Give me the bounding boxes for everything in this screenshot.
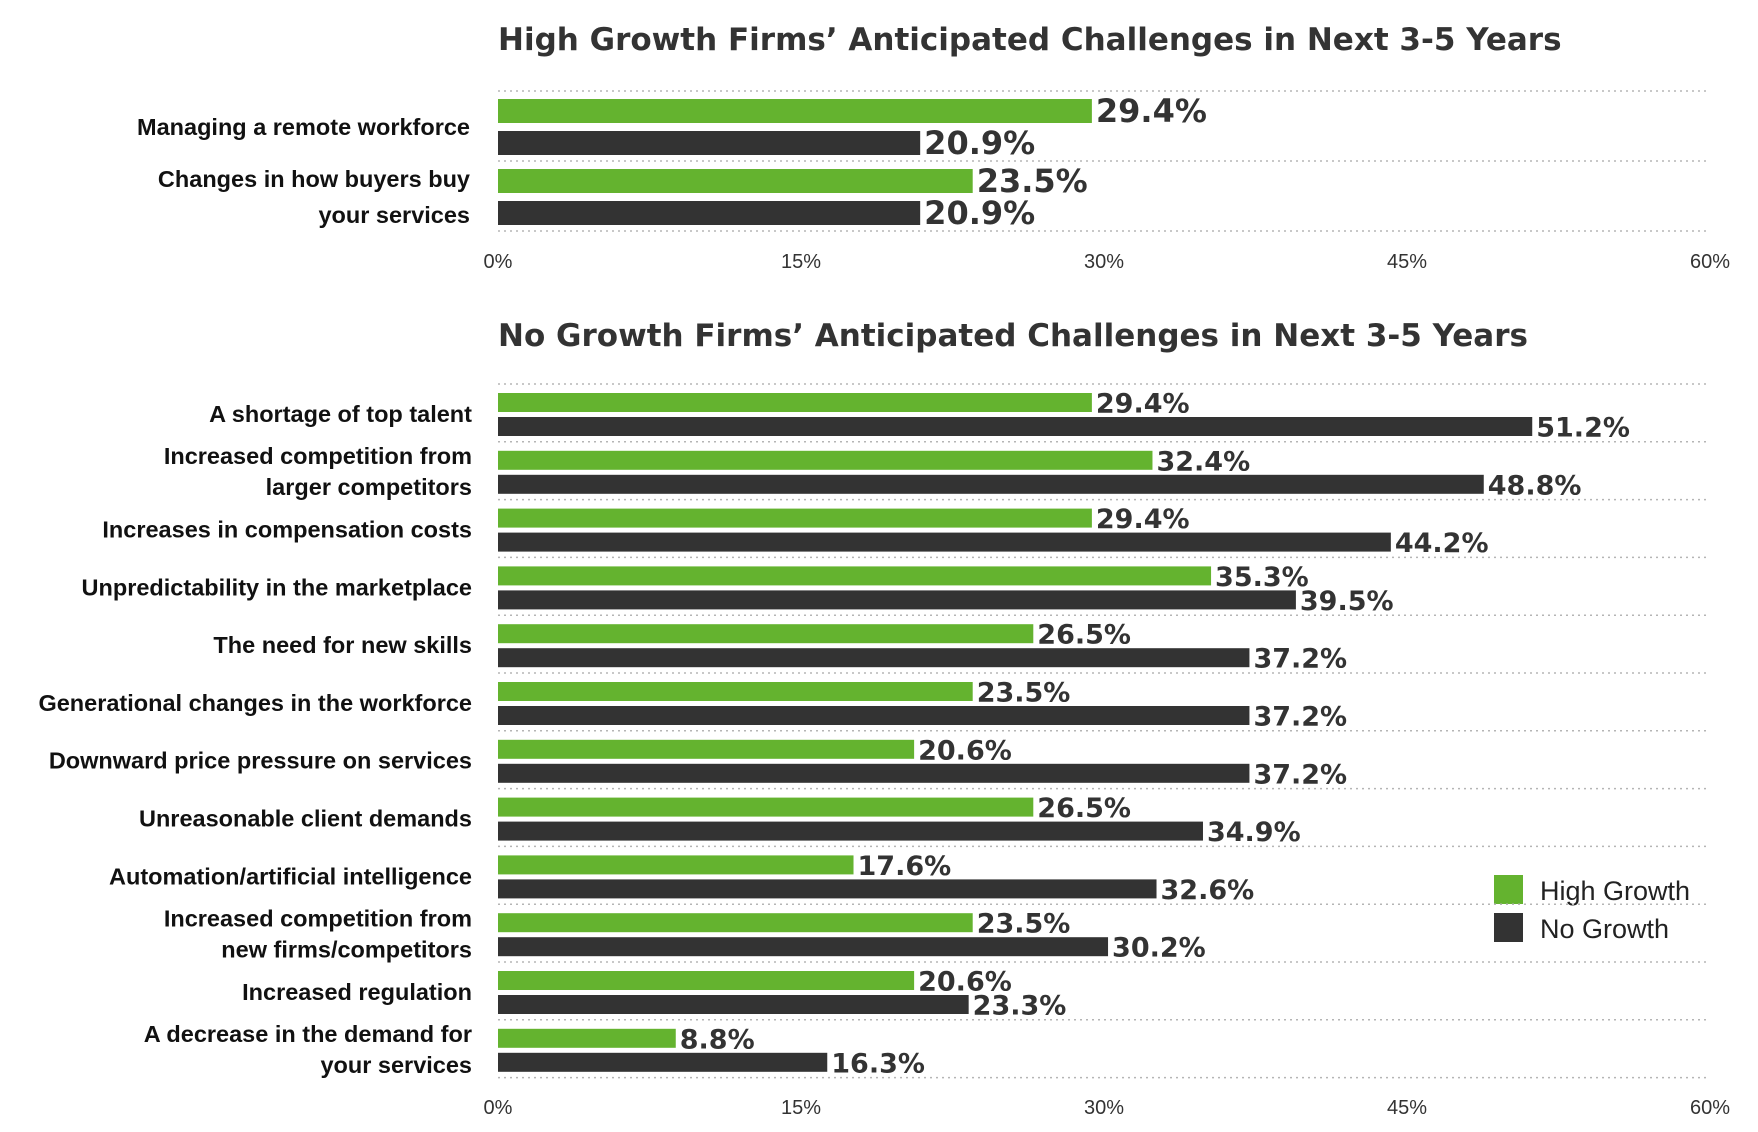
chart-2-value-label-high-growth-a-shortage-of-top-talent: 29.4% bbox=[1096, 389, 1190, 420]
chart-2-bar-high-growth-automation-artificial-intelligence bbox=[498, 855, 854, 875]
chart-2-category-label-increased-competition-from-larger-competitors: Increased competition from larger competi… bbox=[164, 443, 472, 500]
chart-1-bar-no-growth-changes-in-how-buyers-buy-your-services bbox=[498, 201, 921, 225]
chart-2-bar-no-growth-a-decrease-in-the-demand-for-your-services bbox=[498, 1052, 828, 1072]
chart-2-plot: 0% 15% 30% 45% 60% A shortage of top talent 29… bbox=[38, 383, 1730, 1119]
chart-2-x-tick-label: 45% bbox=[1387, 1097, 1427, 1119]
chart-2-bar-high-growth-the-need-for-new-skills bbox=[498, 624, 1034, 644]
chart-1-bar-no-growth-managing-a-remote-workforce bbox=[498, 131, 921, 155]
chart-2-value-label-no-growth-increases-in-compensation-costs: 44.2% bbox=[1395, 528, 1489, 559]
chart-2-bar-no-growth-unreasonable-client-demands bbox=[498, 821, 1203, 841]
chart-2-value-label-no-growth-unpredictability-in-the-marketplace: 39.5% bbox=[1300, 586, 1394, 617]
chart-1-value-label-high-growth-changes-in-how-buyers-buy-your-services: 23.5% bbox=[977, 162, 1088, 200]
legend: High Growth No Growth bbox=[1494, 875, 1690, 944]
chart-2-bar-no-growth-unpredictability-in-the-marketplace bbox=[498, 590, 1296, 610]
legend-label-high-growth: High Growth bbox=[1540, 876, 1690, 906]
chart-2-category-label-increased-regulation: Increased regulation bbox=[242, 979, 472, 1005]
chart-2-x-tick-label: 15% bbox=[781, 1097, 821, 1119]
chart-2-value-label-high-growth-the-need-for-new-skills: 26.5% bbox=[1037, 620, 1131, 651]
chart-2-value-label-high-growth-increased-regulation: 20.6% bbox=[918, 967, 1012, 998]
chart-2-value-label-high-growth-generational-changes-in-the-workforce: 23.5% bbox=[977, 678, 1071, 709]
chart-2-bar-high-growth-a-shortage-of-top-talent bbox=[498, 393, 1092, 412]
chart-1-bar-high-growth-changes-in-how-buyers-buy-your-services bbox=[498, 169, 973, 193]
chart-2-bar-high-growth-increased-regulation bbox=[498, 971, 915, 990]
chart-2-value-label-no-growth-the-need-for-new-skills: 37.2% bbox=[1253, 644, 1347, 675]
chart-2-bar-high-growth-downward-price-pressure-on-services bbox=[498, 739, 915, 759]
chart-2-bar-high-growth-unpredictability-in-the-marketplace bbox=[498, 566, 1212, 586]
chart-2-bar-no-growth-the-need-for-new-skills bbox=[498, 648, 1250, 668]
chart-1-value-label-no-growth-changes-in-how-buyers-buy-your-services: 20.9% bbox=[924, 194, 1035, 232]
chart-2-bar-high-growth-increased-competition-from-larger-competitors bbox=[498, 450, 1153, 470]
chart-2-category-label-unreasonable-client-demands: Unreasonable client demands bbox=[139, 806, 472, 832]
chart-2-category-label-a-decrease-in-the-demand-for-your-services: A decrease in the demand for your service… bbox=[144, 1021, 472, 1078]
chart-1-category-label-managing-a-remote-workforce: Managing a remote workforce bbox=[137, 114, 470, 140]
legend-swatch-no-growth bbox=[1494, 913, 1523, 942]
chart-2-value-label-no-growth-a-decrease-in-the-demand-for-your-services: 16.3% bbox=[831, 1048, 925, 1079]
chart-1-value-label-high-growth-managing-a-remote-workforce: 29.4% bbox=[1096, 92, 1207, 130]
chart-1-bar-high-growth-managing-a-remote-workforce bbox=[498, 99, 1092, 123]
chart-2-bar-no-growth-generational-changes-in-the-workforce bbox=[498, 706, 1250, 725]
chart-2-value-label-no-growth-increased-regulation: 23.3% bbox=[973, 991, 1067, 1022]
chart-2-value-label-high-growth-increased-competition-from-larger-competitors: 32.4% bbox=[1156, 446, 1250, 477]
chart-2-value-label-high-growth-downward-price-pressure-on-services: 20.6% bbox=[918, 735, 1012, 766]
legend-swatch-high-growth bbox=[1494, 875, 1523, 904]
chart-2-value-label-high-growth-a-decrease-in-the-demand-for-your-services: 8.8% bbox=[680, 1024, 755, 1055]
chart-2-value-label-no-growth-generational-changes-in-the-workforce: 37.2% bbox=[1253, 702, 1347, 733]
chart-2-value-label-high-growth-unpredictability-in-the-marketplace: 35.3% bbox=[1215, 562, 1309, 593]
chart-2-title: No Growth Firms’ Anticipated Challenges … bbox=[498, 318, 1528, 354]
chart-2-value-label-high-growth-increased-competition-from-new-firms-competitors: 23.5% bbox=[977, 909, 1071, 940]
chart-2-bar-high-growth-increases-in-compensation-costs bbox=[498, 508, 1092, 528]
chart-1-x-tick-label: 0% bbox=[484, 251, 513, 273]
chart-2-bar-no-growth-a-shortage-of-top-talent bbox=[498, 417, 1533, 436]
chart-2-category-label-automation-artificial-intelligence: Automation/artificial intelligence bbox=[109, 863, 472, 889]
chart-1-category-label-changes-in-how-buyers-buy-your-services: Changes in how buyers buy your services bbox=[158, 166, 470, 228]
chart-2-bar-high-growth-generational-changes-in-the-workforce bbox=[498, 682, 973, 701]
chart-2-x-tick-label: 0% bbox=[484, 1097, 513, 1119]
chart-2-bar-no-growth-increases-in-compensation-costs bbox=[498, 532, 1391, 552]
chart-2-category-label-the-need-for-new-skills: The need for new skills bbox=[213, 632, 472, 658]
chart-2-bar-high-growth-increased-competition-from-new-firms-competitors bbox=[498, 913, 973, 933]
chart-2-bar-no-growth-increased-competition-from-larger-competitors bbox=[498, 474, 1484, 494]
chart-2-value-label-high-growth-unreasonable-client-demands: 26.5% bbox=[1037, 793, 1131, 824]
chart-2-x-tick-label: 60% bbox=[1690, 1097, 1730, 1119]
chart-2-bar-no-growth-downward-price-pressure-on-services bbox=[498, 763, 1250, 783]
chart-2-bar-high-growth-a-decrease-in-the-demand-for-your-services bbox=[498, 1028, 676, 1048]
chart-2-value-label-no-growth-downward-price-pressure-on-services: 37.2% bbox=[1253, 759, 1347, 790]
chart-1-x-tick-label: 45% bbox=[1387, 251, 1427, 273]
chart-2-category-label-increased-competition-from-new-firms-competitors: Increased competition from new firms/comp… bbox=[164, 906, 472, 963]
chart-2-value-label-no-growth-a-shortage-of-top-talent: 51.2% bbox=[1536, 413, 1630, 444]
chart-2-category-label-generational-changes-in-the-workforce: Generational changes in the workforce bbox=[38, 690, 472, 716]
chart-1-x-tick-label: 15% bbox=[781, 251, 821, 273]
chart-2-value-label-high-growth-increases-in-compensation-costs: 29.4% bbox=[1096, 504, 1190, 535]
chart-1-x-tick-label: 30% bbox=[1084, 251, 1124, 273]
chart-2-value-label-high-growth-automation-artificial-intelligence: 17.6% bbox=[858, 851, 952, 882]
chart-2-value-label-no-growth-increased-competition-from-new-firms-competitors: 30.2% bbox=[1112, 933, 1206, 964]
chart-1-plot: 0% 15% 30% 45% 60% Managing a remote workforc… bbox=[137, 90, 1730, 273]
chart-2-category-label-increases-in-compensation-costs: Increases in compensation costs bbox=[102, 517, 472, 543]
chart-2-category-label-downward-price-pressure-on-services: Downward price pressure on services bbox=[49, 748, 472, 774]
chart-2-category-label-a-shortage-of-top-talent: A shortage of top talent bbox=[209, 401, 472, 427]
chart-2-value-label-no-growth-increased-competition-from-larger-competitors: 48.8% bbox=[1488, 470, 1582, 501]
chart-1-x-tick-label: 60% bbox=[1690, 251, 1730, 273]
legend-label-no-growth: No Growth bbox=[1540, 914, 1669, 944]
chart-2-bar-no-growth-increased-regulation bbox=[498, 995, 969, 1014]
chart-1-title: High Growth Firms’ Anticipated Challenge… bbox=[498, 22, 1562, 58]
chart-2-bar-no-growth-automation-artificial-intelligence bbox=[498, 879, 1157, 899]
chart-1-value-label-no-growth-managing-a-remote-workforce: 20.9% bbox=[924, 124, 1035, 162]
chart-2-bar-high-growth-unreasonable-client-demands bbox=[498, 797, 1034, 817]
chart-2-bar-no-growth-increased-competition-from-new-firms-competitors bbox=[498, 937, 1109, 957]
chart-2-value-label-no-growth-automation-artificial-intelligence: 32.6% bbox=[1161, 875, 1255, 906]
chart-2-value-label-no-growth-unreasonable-client-demands: 34.9% bbox=[1207, 817, 1301, 848]
chart-2-category-label-unpredictability-in-the-marketplace: Unpredictability in the marketplace bbox=[82, 574, 472, 600]
chart-2-x-tick-label: 30% bbox=[1084, 1097, 1124, 1119]
